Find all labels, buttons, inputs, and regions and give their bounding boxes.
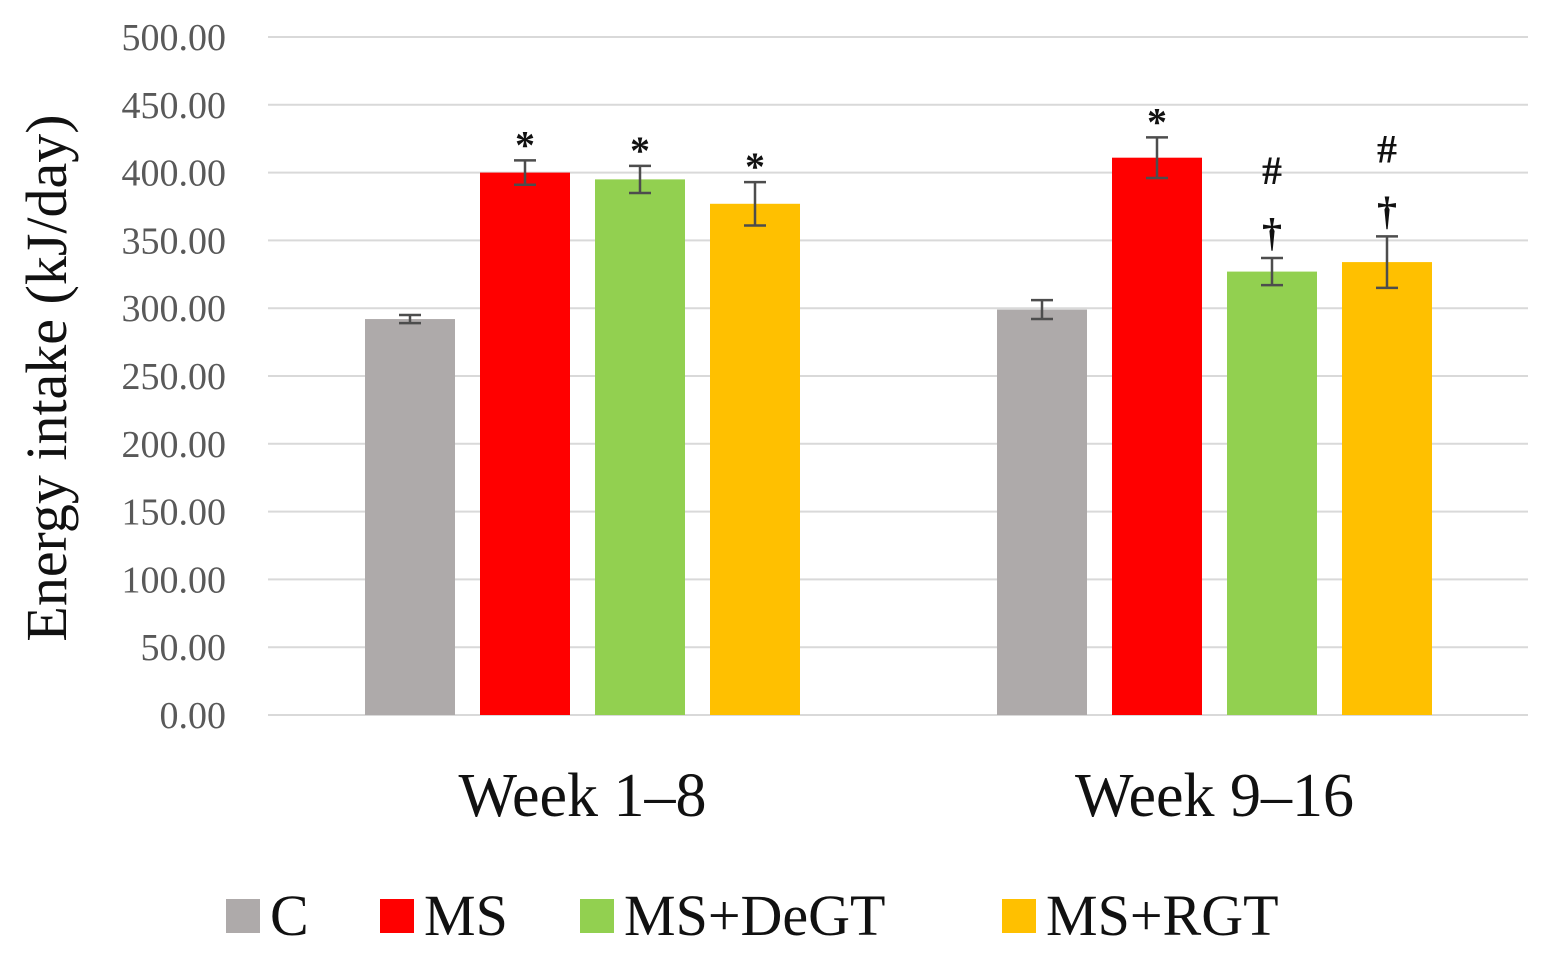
y-tick-label: 150.00 [122, 492, 227, 534]
y-tick-label: 50.00 [141, 627, 227, 669]
significance-marker: † [1377, 188, 1397, 233]
bar-ms-degt-1 [595, 179, 685, 715]
legend-label: MS [424, 883, 508, 948]
legend: C MS MS+DeGT MS+RGT [226, 883, 1279, 948]
error-bar [1376, 235, 1398, 290]
significance-marker: # [1262, 148, 1282, 193]
legend-swatch [580, 899, 614, 933]
significance-markers: * * * * † # † # [515, 99, 1397, 255]
bar-ms-1 [480, 172, 570, 716]
bar-ms-degt-2 [1227, 271, 1317, 715]
error-bar [1146, 136, 1168, 180]
error-bar [1261, 256, 1283, 287]
legend-item: MS+DeGT [580, 883, 885, 948]
y-tick-label: 100.00 [122, 559, 227, 601]
bars [365, 157, 1432, 716]
significance-marker: * [1147, 99, 1167, 144]
legend-swatch [1002, 899, 1036, 933]
legend-swatch [380, 899, 414, 933]
y-tick-label: 0.00 [160, 695, 227, 737]
error-bar [744, 180, 766, 227]
legend-item: MS+RGT [1002, 883, 1279, 948]
y-tick-label: 500.00 [122, 17, 227, 59]
significance-marker: * [515, 122, 535, 167]
error-bar [399, 313, 421, 325]
error-bars [399, 136, 1398, 325]
legend-swatch [226, 899, 260, 933]
significance-marker: † [1262, 210, 1282, 255]
significance-marker: * [745, 144, 765, 189]
significance-marker: * [630, 128, 650, 173]
legend-item: C [226, 883, 309, 948]
y-tick-label: 250.00 [122, 356, 227, 398]
gridlines [268, 36, 1528, 716]
bar-c-1 [365, 319, 455, 715]
legend-item: MS [380, 883, 508, 948]
error-bar [629, 164, 651, 195]
y-tick-label: 200.00 [122, 424, 227, 466]
bar-ms-rgt-2 [1342, 262, 1432, 715]
x-axis-categories: Week 1–8 Week 9–16 [458, 762, 1354, 830]
x-category-label: Week 9–16 [1075, 762, 1354, 830]
bar-ms-2 [1112, 157, 1202, 715]
y-tick-label: 300.00 [122, 288, 227, 330]
bar-ms-rgt-1 [710, 203, 800, 715]
legend-label: MS+RGT [1046, 883, 1279, 948]
y-axis-title: Energy intake (kJ/day) [14, 114, 79, 641]
legend-label: C [270, 883, 309, 948]
y-tick-label: 450.00 [122, 85, 227, 127]
significance-marker: # [1377, 126, 1397, 171]
y-tick-label: 350.00 [122, 220, 227, 262]
error-bar [514, 159, 536, 187]
legend-label: MS+DeGT [624, 883, 885, 948]
bar-c-2 [997, 309, 1087, 715]
x-category-label: Week 1–8 [458, 762, 706, 830]
error-bar [1031, 298, 1053, 321]
y-axis-ticks: 0.00 50.00 100.00 150.00 200.00 250.00 300.00 3… [122, 17, 227, 737]
y-tick-label: 400.00 [122, 153, 227, 195]
